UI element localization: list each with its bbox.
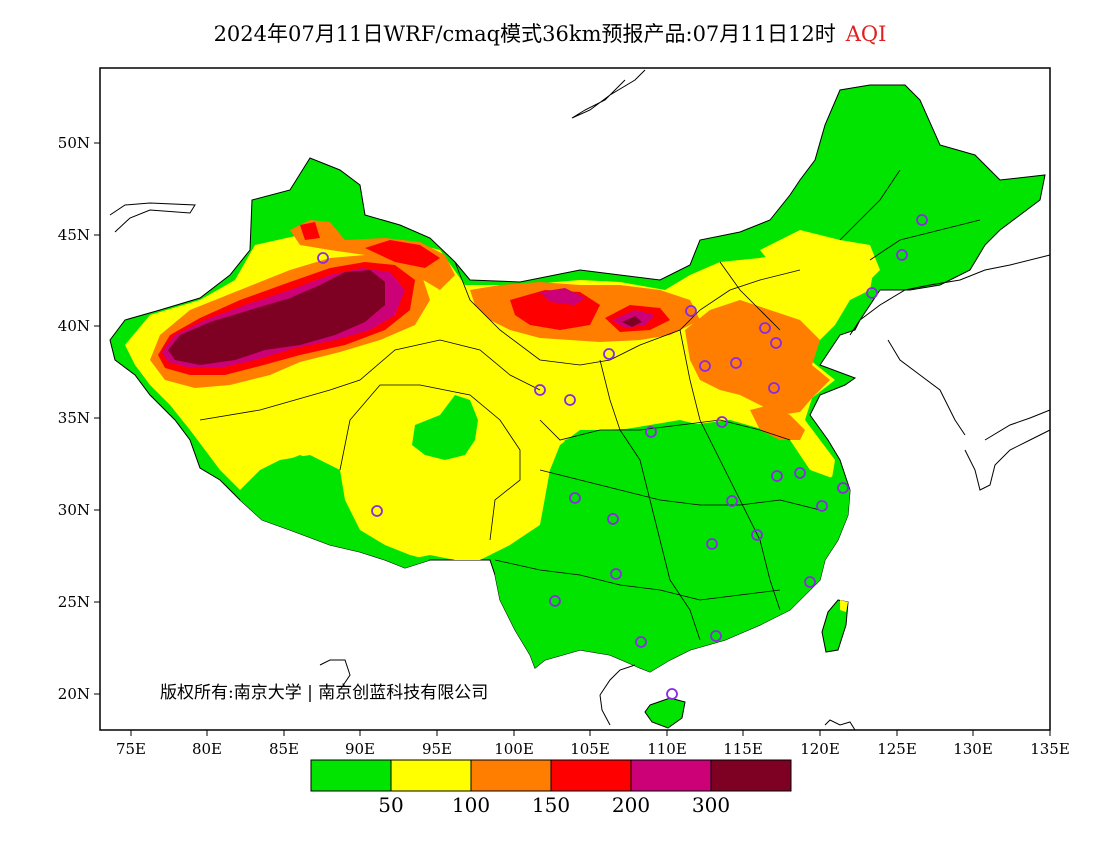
city-marker xyxy=(317,252,329,264)
taiwan-moderate-tip xyxy=(840,600,848,612)
legend-swatch-moderate xyxy=(390,759,472,792)
aqi-zone-usg-north-china xyxy=(685,300,830,415)
city-marker xyxy=(794,467,806,479)
x-tick-labels: 75E 80E 85E 90E 95E 100E 105E 110E 115E … xyxy=(116,740,1070,758)
x-tick-label: 135E xyxy=(1030,740,1070,758)
legend-swatch-hazardous xyxy=(710,759,792,792)
city-marker xyxy=(866,287,878,299)
city-marker xyxy=(726,495,738,507)
legend-threshold-label: 50 xyxy=(378,793,403,817)
legend-threshold-label: 150 xyxy=(532,793,570,817)
aqi-zone-good-qinghai xyxy=(412,395,478,460)
province-borders xyxy=(199,169,981,641)
aqi-zone-very-unhealthy-gobi xyxy=(540,288,585,305)
y-tick-labels: 20N 25N 30N 35N 40N 45N 50N xyxy=(58,134,90,703)
city-marker xyxy=(816,500,828,512)
legend-labels: 50 100 150 200 300 xyxy=(378,793,730,817)
aqi-zone-hazardous-ordos xyxy=(622,316,642,327)
city-marker xyxy=(804,576,816,588)
city-marker xyxy=(569,492,581,504)
legend-swatch-usg xyxy=(470,759,552,792)
x-tick-label: 115E xyxy=(723,740,763,758)
x-tick-label: 80E xyxy=(192,740,222,758)
title-text: 2024年07月11日WRF/cmaq模式36km预报产品:07月11日12时 xyxy=(213,22,836,46)
aqi-zone-moderate-northeast xyxy=(760,230,880,290)
city-marker xyxy=(710,630,722,642)
x-tick-label: 110E xyxy=(647,740,687,758)
legend-swatch-unhealthy xyxy=(550,759,632,792)
map-title: 2024年07月11日WRF/cmaq模式36km预报产品:07月11日12时 A… xyxy=(0,18,1100,48)
city-marker xyxy=(837,482,849,494)
legend-colorbar xyxy=(310,759,792,792)
city-marker xyxy=(635,636,647,648)
y-tick-label: 25N xyxy=(58,593,90,611)
y-tick-label: 45N xyxy=(58,226,90,244)
variable-label: AQI xyxy=(845,22,887,46)
city-marker xyxy=(768,382,780,394)
copyright-text: 版权所有:南京大学 | 南京创蓝科技有限公司 xyxy=(160,683,489,703)
x-tick-label: 90E xyxy=(345,740,375,758)
city-marker xyxy=(770,337,782,349)
city-marker xyxy=(916,214,928,226)
aqi-zone-good-south-tibet xyxy=(240,455,430,568)
city-marker xyxy=(716,416,728,428)
city-marker xyxy=(706,538,718,550)
city-marker xyxy=(603,348,615,360)
city-marker xyxy=(751,529,763,541)
city-marker xyxy=(685,305,697,317)
city-marker xyxy=(730,357,742,369)
x-tick-label: 100E xyxy=(494,740,534,758)
x-tick-label: 95E xyxy=(422,740,452,758)
aqi-zone-unhealthy-junggar xyxy=(300,222,320,240)
aqi-zone-unhealthy-north-xj xyxy=(365,240,440,268)
city-marker xyxy=(371,505,383,517)
city-marker xyxy=(610,568,622,580)
x-tick-marks xyxy=(130,730,1051,736)
aqi-zone-usg-junggar xyxy=(290,220,455,290)
city-marker xyxy=(564,394,576,406)
x-tick-label: 85E xyxy=(269,740,299,758)
x-tick-label: 125E xyxy=(877,740,917,758)
neighbor-coastlines xyxy=(109,69,1051,731)
legend-swatch-good xyxy=(310,759,392,792)
city-marker xyxy=(759,322,771,334)
x-tick-label: 120E xyxy=(800,740,840,758)
y-tick-label: 30N xyxy=(58,501,90,519)
city-marker xyxy=(699,360,711,372)
city-markers xyxy=(317,214,928,700)
y-tick-label: 35N xyxy=(58,409,90,427)
y-tick-label: 40N xyxy=(58,317,90,335)
legend-threshold-label: 200 xyxy=(612,793,650,817)
city-marker xyxy=(549,595,561,607)
legend-swatch-very-unhealthy xyxy=(630,759,712,792)
city-marker xyxy=(534,384,546,396)
taiwan-island xyxy=(821,599,849,653)
city-marker xyxy=(645,426,657,438)
city-marker xyxy=(896,249,908,261)
aqi-zone-good-central xyxy=(495,420,850,672)
y-tick-label: 50N xyxy=(58,134,90,152)
x-tick-label: 75E xyxy=(116,740,146,758)
y-tick-marks xyxy=(94,142,100,695)
city-marker xyxy=(607,513,619,525)
city-marker xyxy=(771,470,783,482)
legend-threshold-label: 300 xyxy=(692,793,730,817)
x-tick-label: 130E xyxy=(953,740,993,758)
aqi-zone-hazardous-tarim xyxy=(168,270,385,365)
city-marker xyxy=(666,688,678,700)
x-tick-label: 105E xyxy=(570,740,610,758)
y-tick-label: 20N xyxy=(58,685,90,703)
legend-threshold-label: 100 xyxy=(452,793,490,817)
